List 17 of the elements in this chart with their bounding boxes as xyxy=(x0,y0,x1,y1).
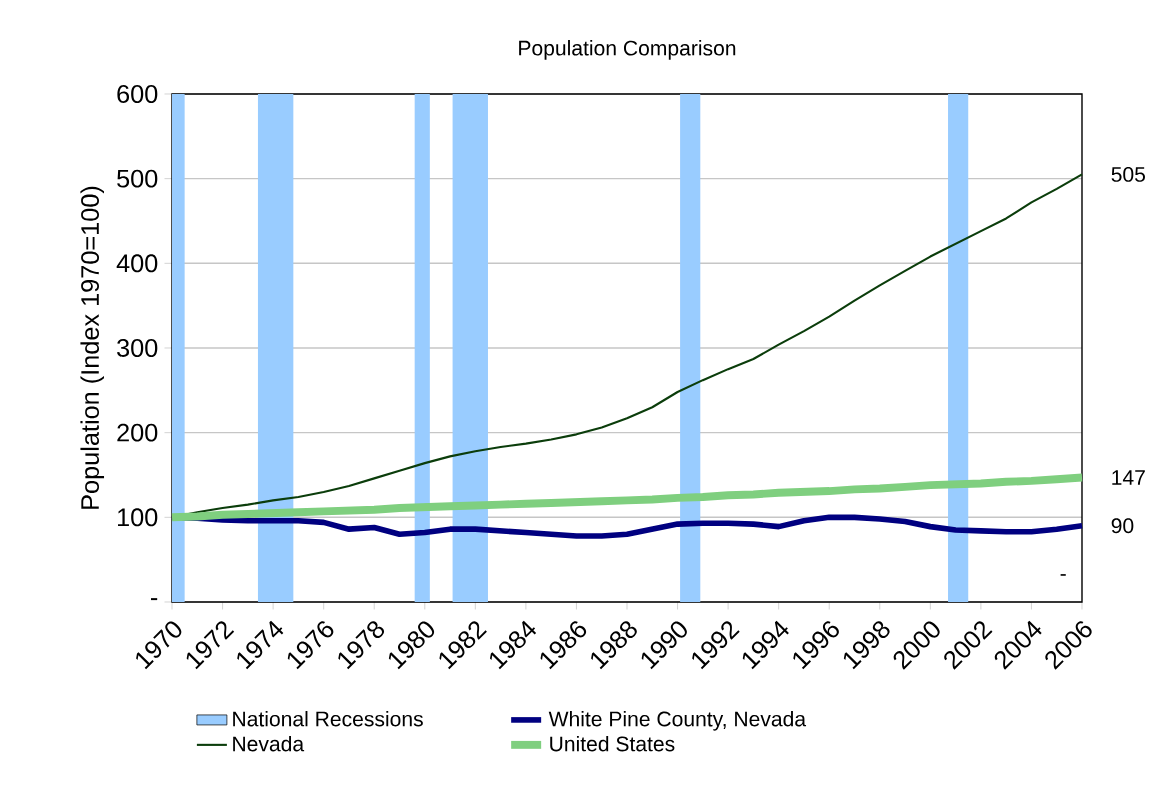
y-tick-label: - xyxy=(151,598,158,601)
y-tick-label: 400 xyxy=(116,254,158,273)
legend-label: Nevada xyxy=(233,735,305,752)
y-tick-label: 500 xyxy=(117,169,158,188)
y-tick-label: 600 xyxy=(117,85,158,103)
data-label: 90 xyxy=(1111,518,1134,534)
y-axis-title: Population (Index 1970=100) xyxy=(80,186,105,509)
data-label: 147 xyxy=(1112,470,1145,485)
y-tick-label: 200 xyxy=(117,423,158,442)
data-label: 505 xyxy=(1111,166,1145,182)
legend-label: White Pine County, Nevada xyxy=(548,710,807,731)
y-tick-label: 100 xyxy=(118,508,158,527)
chart-title: Population Comparison xyxy=(519,40,736,60)
legend-label: National Recessions xyxy=(233,710,423,727)
y-tick-label: 300 xyxy=(117,339,158,357)
annotation: - xyxy=(1060,574,1066,576)
legend-label: United States xyxy=(550,735,675,752)
